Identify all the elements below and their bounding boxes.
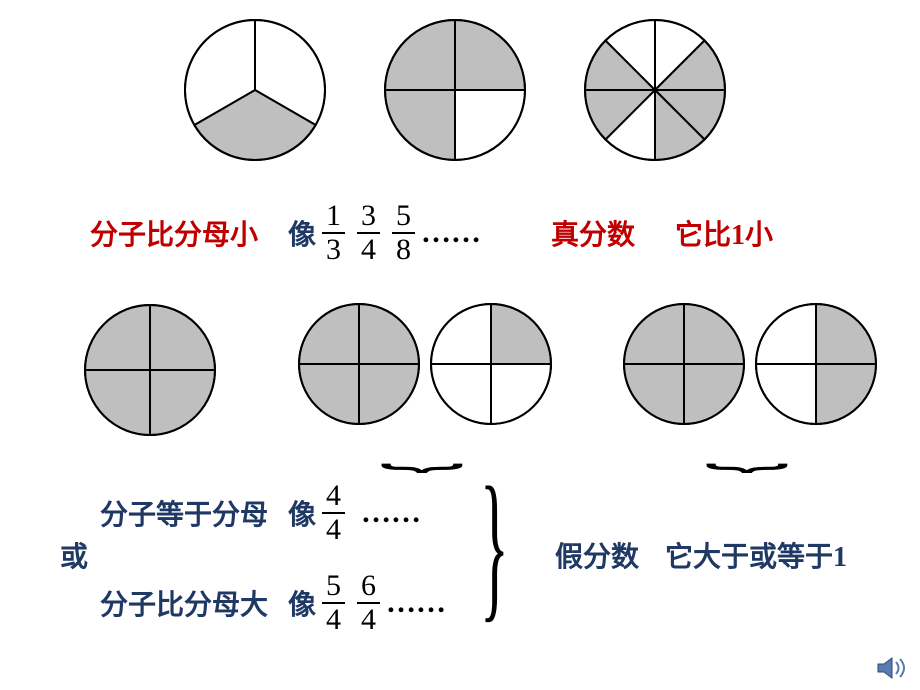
circle-3-4 — [380, 15, 530, 165]
group-5-4 — [295, 300, 555, 428]
label-gte-1: 它大于或等于1 — [665, 535, 847, 575]
group-6-4 — [620, 300, 880, 428]
circle-1-3 — [180, 15, 330, 165]
label-proper-fraction: 真分数 — [551, 213, 635, 253]
label-numerator-greater: 分子比分母大 — [100, 583, 268, 623]
circle-6-4-b — [752, 300, 880, 428]
label-or: 或 — [60, 535, 88, 575]
right-brace: } — [480, 463, 509, 628]
circle-5-4-a — [295, 300, 423, 428]
row1-fraction-circles — [180, 15, 730, 165]
group-4-4 — [80, 300, 220, 440]
label-like-2: 像 — [288, 493, 316, 533]
circle-6-4-a — [620, 300, 748, 428]
underbrace-2: ⏟ — [705, 428, 789, 468]
circle-5-4-b — [427, 300, 555, 428]
fractions-proper: 133458 — [316, 200, 421, 265]
label-improper-fraction: 假分数 — [555, 535, 639, 575]
proper-fraction-definition: 分子比分母小 像 133458 …… 真分数 它比1小 — [0, 200, 920, 265]
label-numerator-equal: 分子等于分母 — [100, 493, 268, 533]
label-like-1: 像 — [288, 213, 316, 253]
ellipsis-3: …… — [386, 586, 446, 620]
circle-5-8 — [580, 15, 730, 165]
fractions-equal: 44 — [316, 480, 351, 545]
label-like-3: 像 — [288, 583, 316, 623]
label-less-than-1: 它比1小 — [675, 213, 773, 253]
circle-4-4 — [80, 300, 220, 440]
ellipsis-1: …… — [421, 216, 481, 250]
underbrace-1: ⏟ — [380, 428, 464, 468]
sound-icon[interactable] — [876, 654, 910, 682]
label-numerator-smaller: 分子比分母小 — [90, 213, 258, 253]
fractions-greater: 5464 — [316, 570, 386, 635]
ellipsis-2: …… — [361, 496, 421, 530]
